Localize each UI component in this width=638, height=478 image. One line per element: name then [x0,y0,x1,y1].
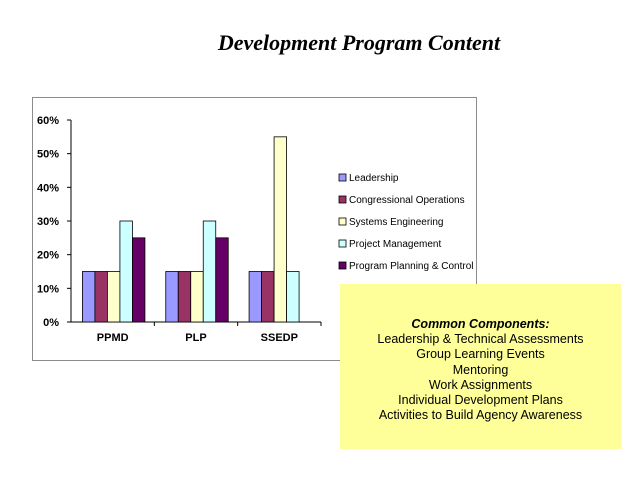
common-components-title: Common Components: [411,317,550,331]
bar-congressional-operations-ssedp [261,271,275,323]
legend-swatch [338,261,347,270]
legend-swatch [338,195,347,204]
bar-project-management-ssedp [286,271,300,323]
component-item: Group Learning Events [416,347,545,362]
legend-swatch [338,217,347,226]
component-item: Individual Development Plans [398,393,563,408]
legend-label: Project Management [349,239,441,250]
bar-congressional-operations-plp [177,271,192,323]
bar-program-planning-control-ppmd [132,237,146,323]
legend-label: Leadership [349,173,399,184]
bar-chart: 0% 10% 20% 30% 40% 50% 60% PPMD PLP SSEDP Leadersh… [37,115,474,344]
legend-label: Systems Engineering [349,217,444,228]
bar-systems-engineering-ssedp [273,136,287,323]
y-tick-label: 60% [37,115,59,127]
page-title: Development Program Content [217,30,501,55]
component-item: Leadership & Technical Assessments [377,332,584,347]
x-tick-label: SSEDP [261,332,298,344]
legend-label: Congressional Operations [349,195,465,206]
legend-swatch [338,173,347,182]
bar-project-management-ppmd [119,220,133,323]
component-item: Work Assignments [428,377,533,392]
bar-project-management-plp [202,220,217,323]
bar-leadership-ssedp [248,271,262,323]
legend-label: Program Planning & Control [349,261,474,272]
x-tick-label: PPMD [97,332,129,344]
bar-congressional-operations-ppmd [94,271,108,323]
bar-program-planning-control-plp [215,237,229,323]
y-tick-label: 20% [37,250,59,262]
bar-systems-engineering-ppmd [107,271,121,323]
y-tick-label: 0% [43,317,59,329]
y-tick-label: 40% [37,182,59,194]
bar-systems-engineering-plp [190,271,204,323]
y-tick-label: 10% [37,283,59,295]
component-item: Mentoring [452,362,509,377]
component-item: Activities to Build Agency Awareness [378,408,583,423]
chart-frame: 0% 10% 20% 30% 40% 50% 60% PPMD PLP SSEDP Leadersh… [32,97,477,361]
x-tick-label: PLP [185,332,206,344]
y-tick-label: 30% [37,216,59,228]
bar-leadership-plp [165,271,179,323]
y-tick-label: 50% [37,149,59,161]
legend-swatch [338,239,347,248]
bar-leadership-ppmd [82,271,96,323]
common-components-box: Common Components: Leadership & Technica… [340,284,621,449]
